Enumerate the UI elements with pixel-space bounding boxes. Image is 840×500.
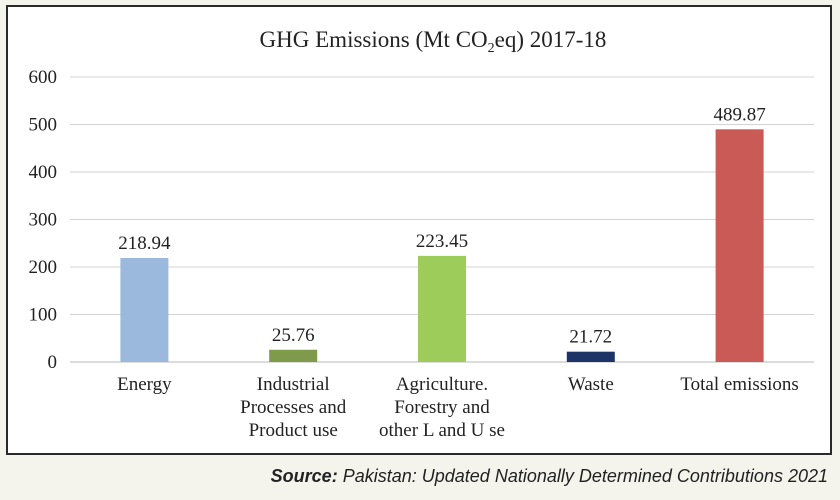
- x-category-label: Energy: [117, 374, 172, 395]
- chart-frame: GHG Emissions (Mt CO2eq) 2017-18 0 100 200…: [6, 5, 832, 455]
- bar: [120, 258, 169, 362]
- bar: [269, 349, 318, 362]
- x-category-label: Industrial: [257, 374, 330, 395]
- x-category-label: Waste: [568, 374, 614, 395]
- bar-chart: GHG Emissions (Mt CO2eq) 2017-18 0 100 200…: [29, 27, 814, 441]
- y-tick-label: 0: [48, 352, 58, 373]
- x-category-label: Forestry and: [394, 397, 490, 418]
- y-tick-label: 200: [29, 257, 58, 278]
- y-tick-label: 300: [29, 210, 58, 231]
- x-category-label: Total emissions: [680, 374, 798, 395]
- bars: [120, 129, 764, 362]
- x-category-label: Processes and: [240, 397, 347, 418]
- data-label: 489.87: [713, 104, 765, 125]
- y-tick-label: 400: [29, 162, 58, 183]
- data-label: 21.72: [569, 327, 612, 348]
- bar: [715, 129, 764, 362]
- data-label: 223.45: [416, 231, 468, 252]
- data-label: 218.94: [118, 233, 171, 254]
- data-labels: 218.94 25.76 223.45 21.72 489.87: [118, 104, 765, 347]
- data-label: 25.76: [272, 325, 315, 346]
- x-category-label: Agriculture.: [396, 374, 488, 395]
- x-category-label: Product use: [249, 420, 338, 441]
- y-tick-label: 500: [29, 115, 58, 136]
- source-label: Source:: [270, 466, 338, 486]
- x-category-label: other L and U se: [379, 420, 505, 441]
- bar: [418, 255, 466, 362]
- y-tick-label: 600: [29, 67, 58, 88]
- source-text: Pakistan: Updated Nationally Determined …: [342, 466, 828, 486]
- y-tick-label: 100: [29, 305, 58, 326]
- y-axis: 0 100 200 300 400 500 600: [29, 67, 58, 373]
- bar: [566, 351, 615, 362]
- source-caption: Source: Pakistan: Updated Nationally Det…: [271, 466, 828, 487]
- chart-title: GHG Emissions (Mt CO2eq) 2017-18: [260, 27, 607, 56]
